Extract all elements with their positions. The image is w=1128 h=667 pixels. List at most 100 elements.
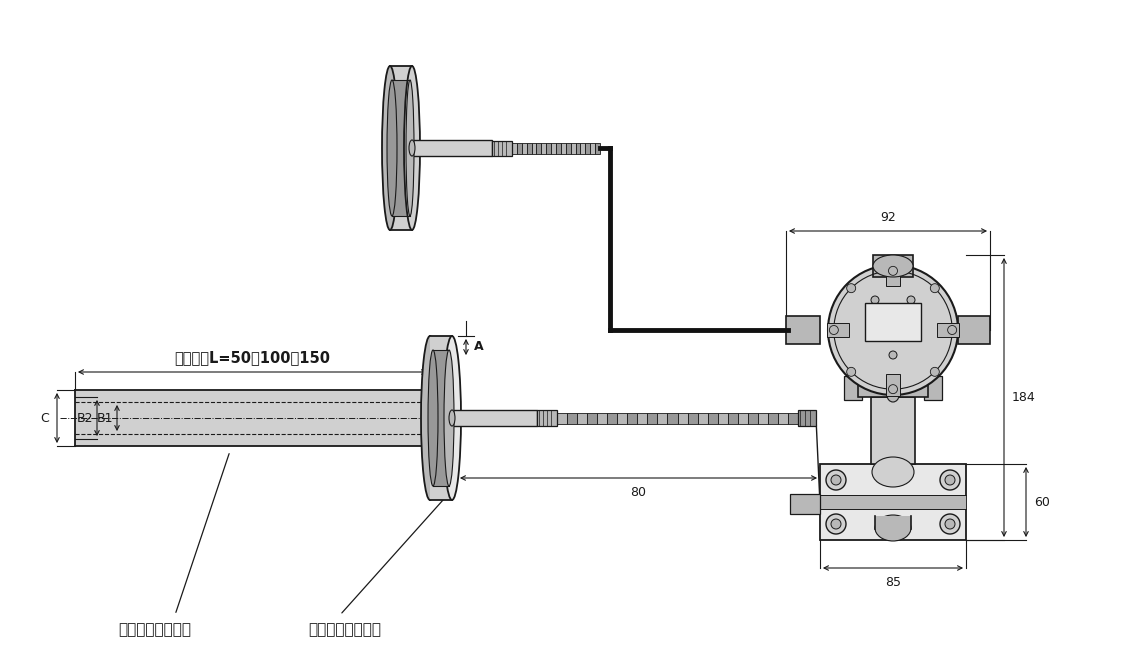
Ellipse shape [409,140,415,156]
Bar [668,412,678,424]
Bar [885,263,900,285]
Ellipse shape [931,368,940,376]
Bar [597,412,607,424]
Ellipse shape [826,470,846,490]
Ellipse shape [940,470,960,490]
Bar [590,143,596,153]
Bar [707,412,717,424]
Text: 92: 92 [880,211,896,224]
Ellipse shape [931,283,940,293]
Ellipse shape [887,388,899,402]
Bar [875,516,911,529]
Ellipse shape [831,475,841,485]
Ellipse shape [873,255,913,277]
Bar [778,412,788,424]
Ellipse shape [443,336,461,500]
Bar [588,412,597,424]
Bar [557,412,567,424]
Bar [658,412,668,424]
Bar [433,350,449,486]
Bar [556,143,561,153]
Text: 插筒法兰（可选）: 插筒法兰（可选） [118,622,192,638]
Ellipse shape [940,514,960,534]
Bar [581,143,585,153]
Bar [786,316,820,344]
Ellipse shape [847,368,856,376]
Ellipse shape [847,283,856,293]
Bar [517,143,522,153]
Bar [637,412,647,424]
Bar [717,412,728,424]
Bar [585,143,590,153]
Bar [578,412,588,424]
Bar [537,410,557,426]
Ellipse shape [382,66,398,230]
Ellipse shape [444,350,453,486]
Bar [492,141,512,155]
Ellipse shape [948,325,957,334]
Ellipse shape [889,266,898,275]
Ellipse shape [945,475,955,485]
Text: B2: B2 [77,412,92,424]
Ellipse shape [404,66,420,230]
Bar [393,80,409,216]
Ellipse shape [387,80,397,216]
Bar [567,412,578,424]
Bar [390,66,412,230]
Ellipse shape [889,385,898,394]
Bar [531,143,537,153]
Bar [566,143,571,153]
Bar [958,316,990,344]
Ellipse shape [831,519,841,529]
Bar [571,143,575,153]
Ellipse shape [945,519,955,529]
Text: C: C [41,412,49,424]
Bar [522,143,527,153]
Bar [865,303,920,341]
Bar [647,412,658,424]
Bar [546,143,552,153]
Text: 184: 184 [1012,391,1036,404]
Bar [697,412,707,424]
Bar [552,143,556,153]
Ellipse shape [907,296,915,304]
Ellipse shape [449,410,455,426]
Bar [820,464,966,540]
Bar [827,323,848,337]
Text: B1: B1 [97,412,113,424]
Bar [617,412,627,424]
Ellipse shape [872,457,914,487]
Bar [879,265,907,275]
Bar [537,143,541,153]
Ellipse shape [889,351,897,359]
Bar [627,412,637,424]
Text: A: A [474,340,484,354]
Bar [561,143,566,153]
Bar [768,412,778,424]
Bar [74,390,430,446]
Bar [607,412,617,424]
Bar [937,323,959,337]
Text: 80: 80 [631,486,646,499]
Bar [452,410,537,426]
Text: 60: 60 [1034,496,1050,508]
Bar [858,379,928,397]
Bar [541,143,546,153]
Ellipse shape [421,336,439,500]
Bar [575,143,581,153]
Bar [527,143,531,153]
Ellipse shape [406,80,414,216]
Bar [728,412,738,424]
Bar [678,412,688,424]
Text: 插筒深度L=50，100，150: 插筒深度L=50，100，150 [175,350,331,365]
Bar [596,143,600,153]
Bar [748,412,758,424]
Bar [788,412,797,424]
Bar [790,494,820,514]
Bar [758,412,768,424]
Bar [688,412,697,424]
Bar [924,376,942,400]
Bar [873,255,913,277]
Ellipse shape [871,296,879,304]
Bar [885,374,900,396]
